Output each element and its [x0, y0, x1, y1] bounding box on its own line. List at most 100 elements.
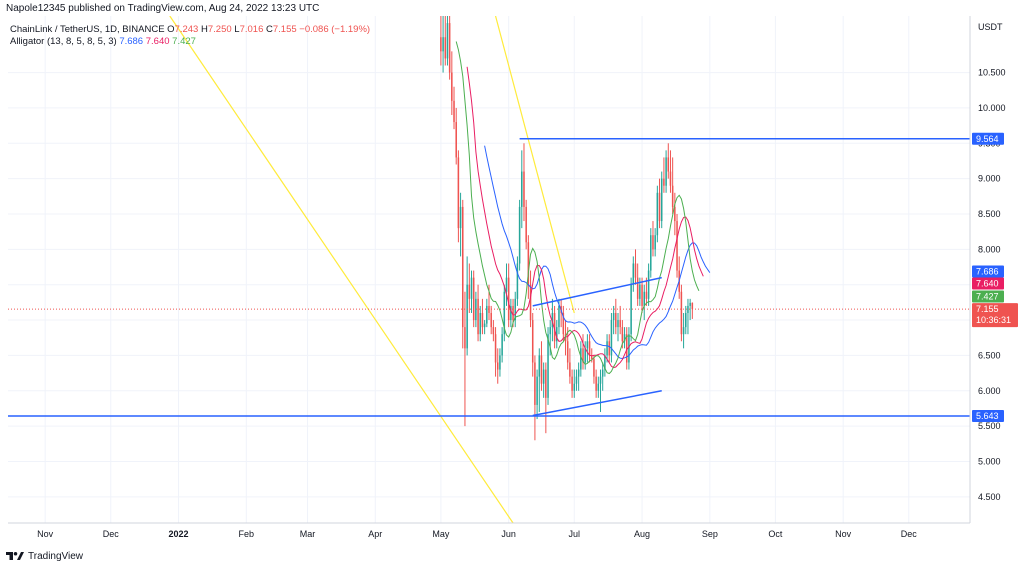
candle-body: [521, 171, 523, 207]
x-tick-label: Jun: [501, 529, 516, 539]
candle-body: [647, 270, 650, 299]
candle-body: [477, 298, 479, 335]
candle-body: [448, 23, 451, 73]
candle-body: [451, 72, 453, 101]
y-tick-label: 10.000: [978, 103, 1006, 113]
y-tick-label: 10.500: [978, 68, 1006, 78]
hline-price-text: 9.564: [976, 134, 999, 144]
countdown-text: 10:36:31: [976, 315, 1011, 325]
low-value: 7.016: [239, 24, 264, 35]
channel-line: [532, 276, 662, 307]
candle-body: [562, 312, 565, 335]
candle-body: [503, 291, 506, 335]
x-tick-label: Dec: [901, 529, 918, 539]
candle-body: [525, 206, 527, 243]
x-tick-label: Aug: [634, 529, 650, 539]
candle-body: [510, 305, 512, 321]
candle-body: [518, 206, 521, 264]
last-price-text: 7.155: [976, 304, 999, 314]
candle-body: [440, 37, 442, 52]
symbol-name[interactable]: ChainLink / TetherUS, 1D, BINANCE: [10, 24, 165, 35]
close-value: 7.155: [272, 24, 297, 35]
candle-body: [615, 312, 617, 328]
y-tick-label: 5.500: [978, 421, 1001, 431]
candle-body: [501, 334, 503, 356]
candle-body: [446, 23, 449, 59]
candle-body: [643, 291, 645, 306]
candle-body: [481, 312, 484, 328]
candle-body: [527, 242, 530, 285]
candle-body: [601, 369, 604, 377]
candle-body: [691, 302, 694, 310]
candle-body: [617, 320, 619, 328]
candle-body: [549, 327, 551, 335]
candle-body: [687, 305, 689, 313]
teeth-price-tag: [972, 277, 1004, 290]
alligator-lines: [455, 41, 711, 375]
hline-price-text: 5.643: [976, 411, 999, 421]
candle-body: [634, 263, 637, 278]
yellow-trendline: [494, 15, 575, 314]
candle-body: [516, 263, 519, 299]
x-tick-label: May: [432, 529, 450, 539]
indicator-name[interactable]: Alligator (13, 8, 5, 8, 5, 3): [10, 36, 117, 47]
candle-body: [623, 334, 626, 342]
candle-body: [540, 355, 543, 384]
x-tick-label: Mar: [300, 529, 316, 539]
alligator-lips-line: [455, 41, 700, 375]
candle-body: [660, 178, 663, 222]
last-price-tag: [972, 303, 1018, 328]
lips-price-text: 7.427: [976, 292, 999, 302]
candle-body: [590, 355, 593, 359]
candle-body: [459, 206, 462, 229]
yellow-trendline: [169, 15, 514, 524]
candle-body: [569, 362, 571, 377]
candle-body: [652, 235, 654, 250]
header-bar: Napole12345 published on TradingView.com…: [0, 0, 1024, 16]
x-tick-label: Dec: [103, 529, 120, 539]
candle-body: [534, 362, 536, 405]
grid: [8, 16, 970, 523]
y-tick-label: 8.500: [978, 209, 1001, 219]
x-tick-label: Nov: [835, 529, 852, 539]
candle-body: [582, 348, 584, 363]
candles: [440, 8, 694, 441]
high-label: H: [200, 24, 208, 35]
candle-body: [486, 305, 488, 324]
teeth-value: 7.640: [145, 36, 170, 47]
candle-body: [444, 37, 447, 59]
candle-body: [597, 383, 600, 391]
change-value: −0.086 (−1.19%): [299, 24, 371, 35]
candle-body: [571, 376, 573, 391]
lips-price-tag: [972, 290, 1004, 303]
drawings[interactable]: [8, 15, 970, 524]
candle-body: [538, 355, 541, 377]
candle-body: [625, 334, 628, 363]
x-tick-label: Nov: [37, 529, 54, 539]
candle-body: [630, 284, 632, 335]
candle-body: [551, 312, 554, 328]
candle-body: [610, 320, 613, 356]
candle-body: [685, 312, 687, 328]
y-tick-label: 6.500: [978, 350, 1001, 360]
candle-body: [468, 284, 471, 299]
x-tick-label: Jul: [569, 529, 581, 539]
candle-body: [645, 291, 648, 299]
candle-body: [599, 376, 602, 384]
y-tick-label: 4.500: [978, 492, 1001, 502]
candle-body: [566, 341, 569, 363]
jaw-value: 7.686: [119, 36, 144, 47]
candle-body: [529, 284, 532, 321]
candle-body: [464, 327, 466, 349]
chart-legend: ChainLink / TetherUS, 1D, BINANCE O7.243…: [10, 24, 370, 48]
candle-body: [558, 305, 560, 328]
candle-body: [689, 302, 691, 306]
candle-body: [512, 305, 514, 321]
close-label: C: [266, 24, 273, 35]
candle-body: [588, 341, 591, 356]
currency-label: USDT: [978, 22, 1003, 32]
candle-body: [442, 37, 444, 52]
candle-body: [636, 277, 639, 299]
